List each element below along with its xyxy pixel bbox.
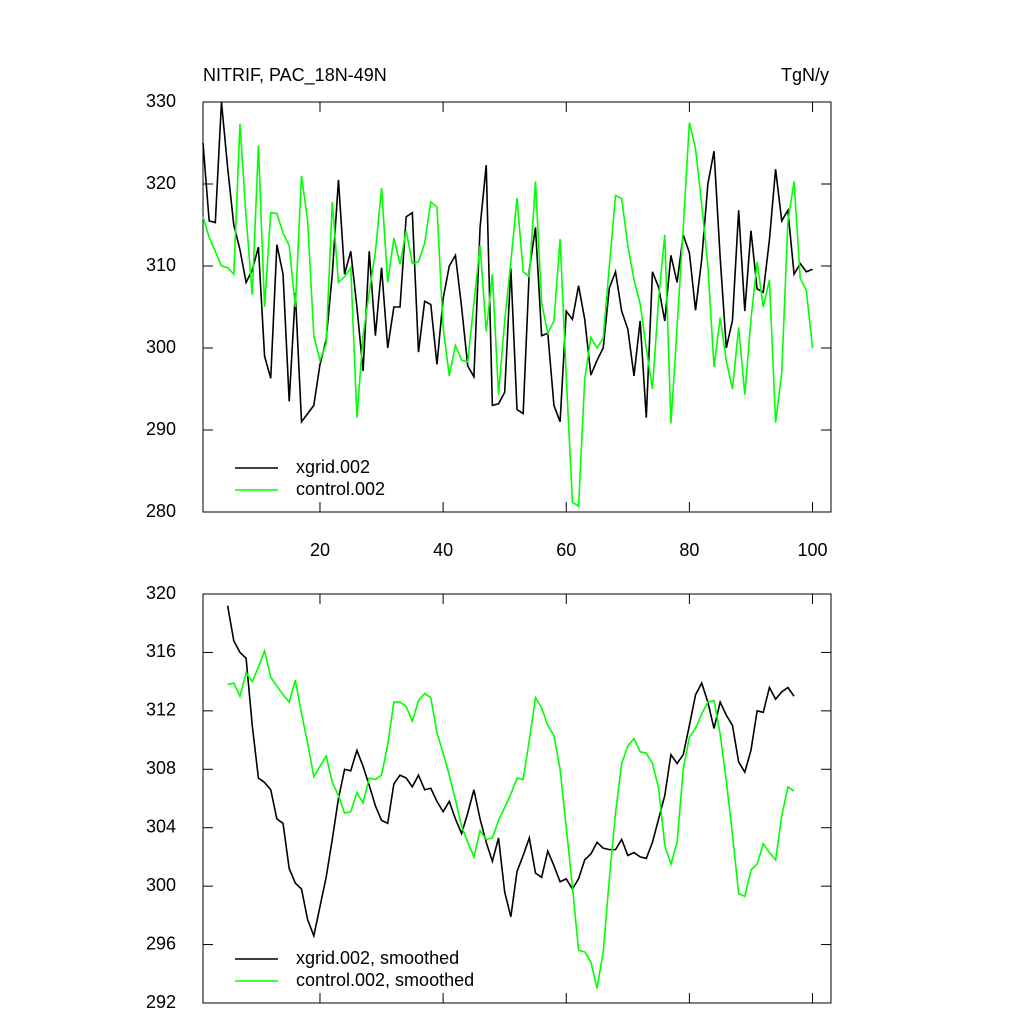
legend-label: xgrid.002, smoothed <box>296 948 459 968</box>
plot-frame <box>202 593 832 1004</box>
x-tick-label: 80 <box>679 540 699 560</box>
units-label: TgN/y <box>781 65 829 85</box>
y-tick-label: 320 <box>146 583 176 603</box>
y-tick-label: 292 <box>146 992 176 1012</box>
x-tick-label: 100 <box>798 540 828 560</box>
legend-label: control.002 <box>296 479 385 499</box>
legend-label: xgrid.002 <box>296 457 370 477</box>
y-tick-label: 296 <box>146 933 176 953</box>
y-tick-label: 308 <box>146 758 176 778</box>
data-line <box>202 101 813 425</box>
data-line <box>227 648 795 989</box>
data-line <box>226 605 795 939</box>
y-tick-label: 304 <box>146 816 176 836</box>
x-tick-label: 20 <box>310 540 330 560</box>
y-tick-label: 330 <box>146 91 176 111</box>
y-tick-label: 310 <box>146 255 176 275</box>
y-tick-label: 280 <box>146 501 176 521</box>
y-tick-label: 290 <box>146 419 176 439</box>
chart-title: NITRIF, PAC_18N-49N <box>203 65 387 86</box>
y-tick-label: 300 <box>146 875 176 895</box>
y-tick-label: 300 <box>146 337 176 357</box>
y-tick-label: 320 <box>146 173 176 193</box>
y-tick-label: 316 <box>146 641 176 661</box>
y-tick-label: 312 <box>146 700 176 720</box>
legend-label: control.002, smoothed <box>296 970 474 990</box>
x-tick-label: 40 <box>433 540 453 560</box>
data-line <box>202 122 814 508</box>
x-tick-label: 60 <box>556 540 576 560</box>
plot-frame <box>202 101 832 513</box>
